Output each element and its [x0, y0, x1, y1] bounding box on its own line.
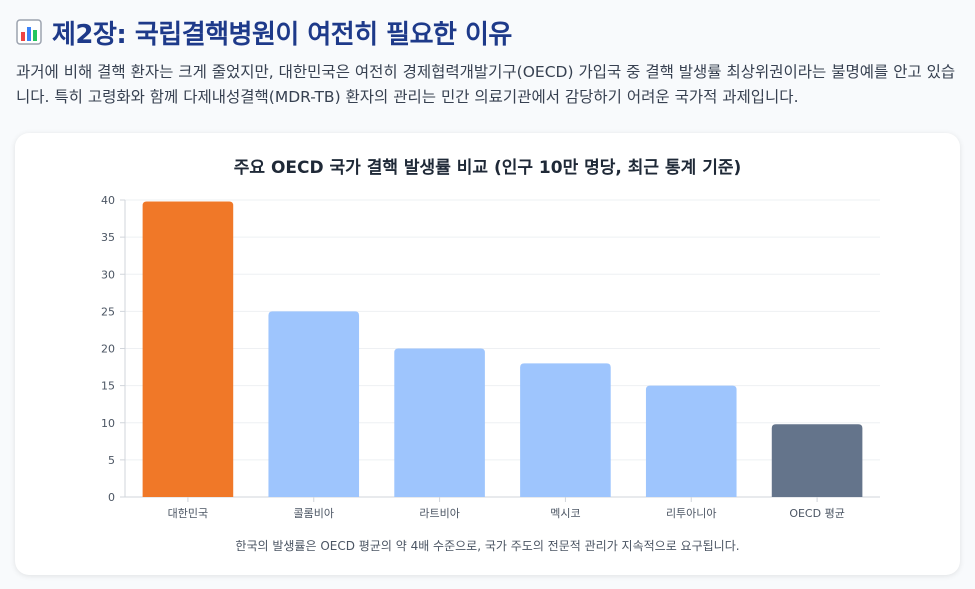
chart-note: 한국의 발생률은 OECD 평균의 약 4배 수준으로, 국가 주도의 전문적 …: [235, 539, 740, 553]
y-tick-label: 15: [101, 380, 115, 393]
x-tick-label: OECD 평균: [789, 507, 845, 520]
y-tick-label: 30: [101, 268, 115, 281]
bar-2: [268, 311, 360, 497]
chart-title: 주요 OECD 국가 결핵 발생률 비교 (인구 10만 명당, 최근 통계 기…: [233, 158, 742, 178]
x-tick-label: 멕시코: [550, 507, 580, 520]
x-tick-label: 콜롬비아: [294, 507, 334, 520]
bar-5: [645, 385, 737, 497]
header: 제2장: 국립결핵병원이 여전히 필요한 이유 과거에 비해 결핵 환자는 크게…: [16, 12, 966, 110]
bar-4: [520, 363, 611, 497]
y-tick-label: 35: [101, 231, 115, 244]
y-tick-label: 10: [101, 417, 115, 430]
page-description: 과거에 비해 결핵 환자는 크게 줄었지만, 대한민국은 여전히 경제협력개발기…: [16, 63, 956, 106]
page-title: 제2장: 국립결핵병원이 여전히 필요한 이유: [52, 19, 512, 50]
y-tick-label: 20: [101, 343, 115, 356]
bar-chart-icon: [16, 19, 42, 45]
bar-chart: 0 5 10 15 20 25 30 35 40 대한민국 콜롬비아 라트비아 멕시코 리투아니아 OECD…: [101, 194, 880, 520]
bar-1: [142, 201, 234, 498]
y-tick-label: 25: [101, 305, 115, 318]
x-tick-label: 라트비아: [419, 507, 459, 520]
y-tick-label: 0: [108, 491, 115, 504]
chart-card: 주요 OECD 국가 결핵 발생률 비교 (인구 10만 명당, 최근 통계 기…: [15, 133, 960, 575]
y-tick-label: 5: [108, 454, 115, 467]
x-tick-label: 대한민국: [168, 507, 208, 520]
x-tick-label: 리투아니아: [666, 507, 717, 520]
title-row: 제2장: 국립결핵병원이 여전히 필요한 이유: [16, 12, 966, 52]
bar-3: [394, 348, 485, 497]
y-tick-label: 40: [101, 194, 115, 207]
bar-6: [771, 424, 863, 497]
